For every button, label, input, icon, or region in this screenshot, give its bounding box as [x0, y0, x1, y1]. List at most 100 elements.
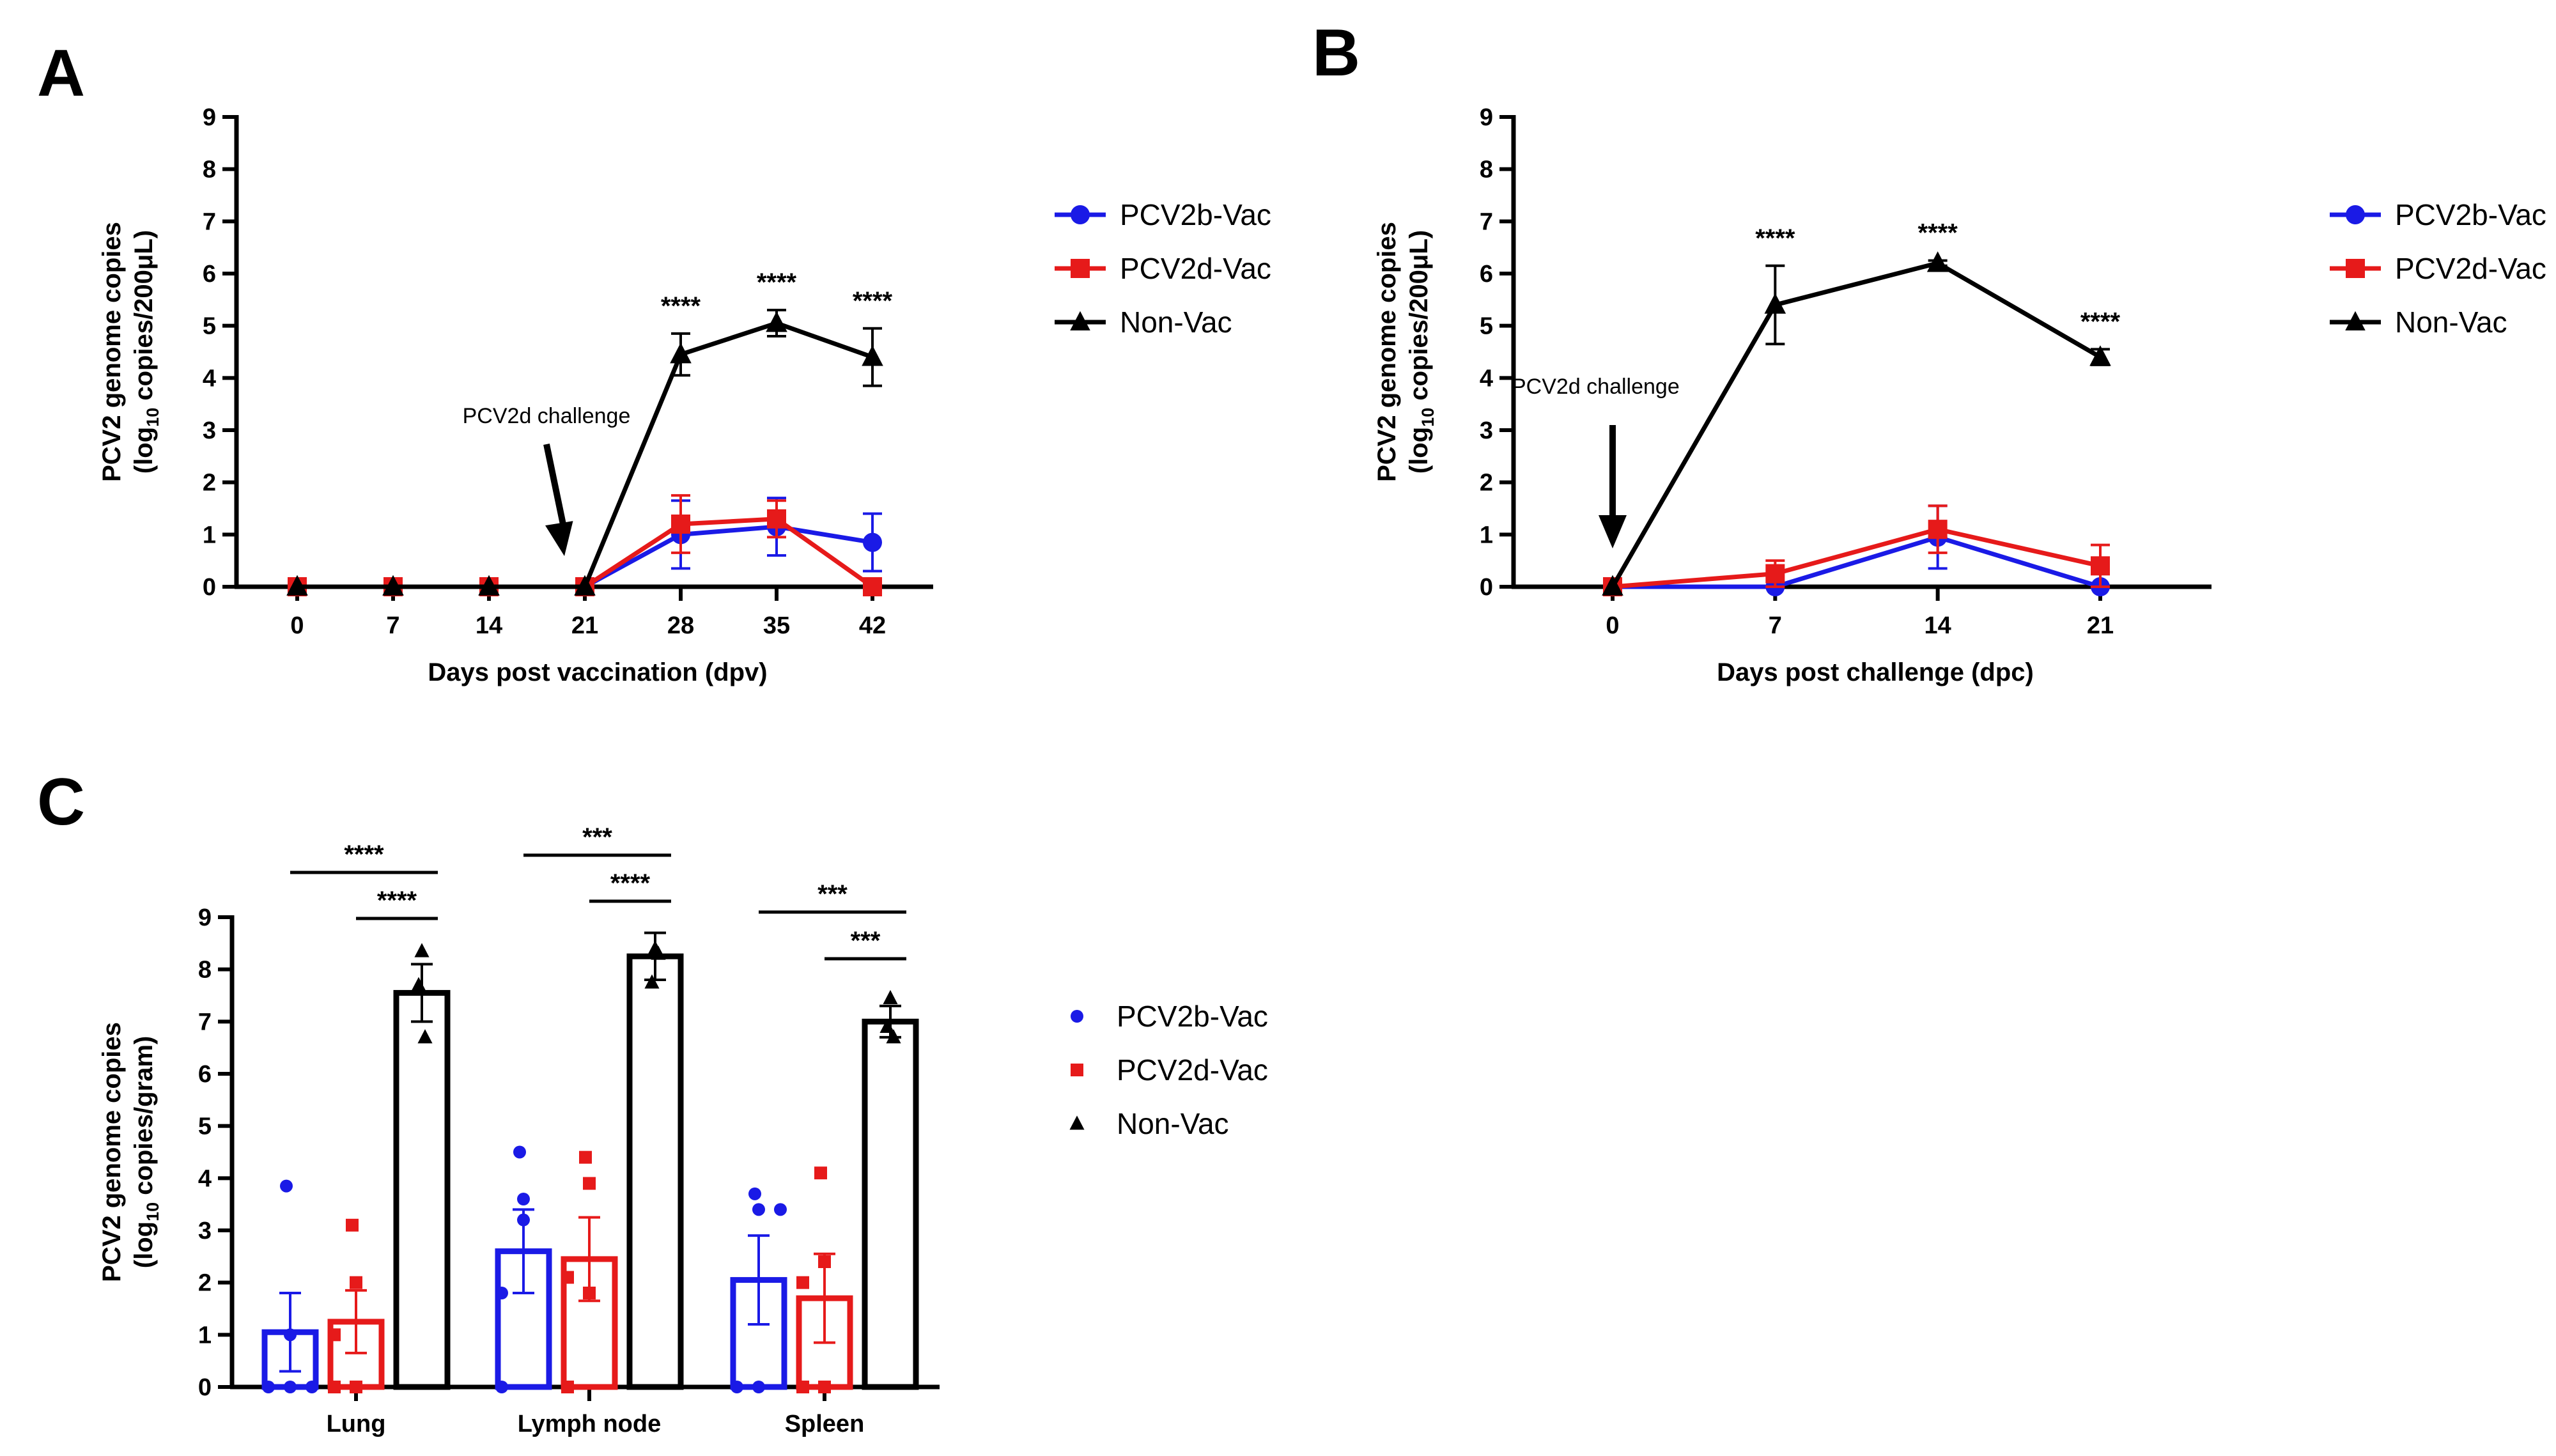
significance-label: ***: [817, 880, 848, 908]
individual-point: [814, 1166, 827, 1180]
arrow-shaft: [543, 443, 568, 532]
individual-point: [748, 1187, 761, 1200]
individual-point: [818, 1381, 831, 1393]
data-point-square: [767, 509, 786, 529]
y-tick-label: 7: [198, 1009, 212, 1035]
y-axis-subtitle-sub: 10: [143, 408, 162, 427]
x-tick-label: 0: [290, 612, 304, 639]
y-tick-label: 0: [198, 1374, 212, 1401]
series-pcv2d-vac: [1603, 504, 2110, 596]
y-tick-label: 3: [198, 1218, 212, 1244]
data-point-square: [863, 577, 882, 596]
legend-item-pcv2d-vac: PCV2d-Vac: [1071, 1053, 1268, 1087]
y-tick-label: 0: [1480, 574, 1493, 601]
legend-item-pcv2b-vac: PCV2b-Vac: [2330, 198, 2546, 231]
individual-point: [517, 1213, 530, 1227]
panel-label: B: [1312, 16, 1360, 90]
significance-label: ****: [1918, 219, 1958, 247]
x-tick-label: 21: [571, 612, 598, 639]
y-tick-label: 0: [203, 574, 216, 601]
y-axis-subtitle-pre: (log: [130, 1221, 158, 1268]
individual-point: [583, 1287, 596, 1299]
y-axis-title: PCV2 genome copies: [1373, 222, 1401, 482]
individual-point: [579, 1150, 592, 1164]
significance-bracket: ***: [825, 927, 906, 961]
legend-item-non-vac: Non-Vac: [1055, 306, 1232, 339]
bar: [393, 989, 451, 1390]
legend-marker-triangle: [1070, 311, 1090, 330]
x-tick-label: 42: [859, 612, 886, 639]
panel-c: 0 1 2 3 4 5 6 7 8 9 PCV2 genome copies (log10 copie…: [37, 765, 1268, 1437]
data-point-square: [1765, 564, 1785, 584]
individual-point: [886, 1029, 901, 1044]
arrow-head: [545, 521, 573, 556]
y-tick-label: 9: [203, 104, 216, 131]
y-axis-subtitle-post: copies/gram): [130, 1036, 158, 1202]
panel-b: 0 1 2 3 4 5 6 7 8 9 PCV2 genome copies (log10 copie…: [1312, 16, 2546, 686]
data-point-square: [1928, 520, 1948, 539]
significance-label: ****: [344, 840, 384, 869]
legend-item-pcv2b-vac: PCV2b-Vac: [1055, 198, 1271, 231]
y-tick-label: 9: [1480, 104, 1493, 131]
series-line: [1610, 261, 2102, 588]
data-point-triangle: [1764, 293, 1786, 314]
individual-point: [583, 1177, 596, 1190]
y-tick-label: 6: [203, 261, 216, 288]
significance-label: ****: [661, 292, 701, 320]
individual-point: [328, 1381, 341, 1393]
y-axis-subtitle: (log10 copies/200μL): [1405, 230, 1437, 474]
data-point-triangle: [478, 575, 500, 596]
y-tick-label: 7: [1480, 208, 1493, 235]
y-tick-label: 5: [203, 313, 216, 340]
individual-point: [731, 1381, 743, 1393]
annotation-text: PCV2d challenge: [463, 404, 631, 428]
panel-label: C: [37, 765, 85, 839]
individual-point: [818, 1255, 831, 1268]
legend-label: Non-Vac: [1117, 1107, 1229, 1140]
data-point-square: [2091, 556, 2110, 576]
significance-bracket: ***: [759, 880, 906, 914]
panel-a: 0 1 2 3 4 5 6 7 8 9 PCV2 genome copies (log10 copie…: [37, 36, 1271, 686]
y-tick-label: 1: [198, 1322, 212, 1349]
legend-label: PCV2d-Vac: [1117, 1053, 1268, 1087]
individual-point: [328, 1328, 341, 1342]
y-tick-label: 8: [198, 957, 212, 984]
legend-marker-triangle: [2345, 311, 2366, 330]
x-axis-title: Days post challenge (dpc): [1717, 658, 2034, 686]
y-axis-title: PCV2 genome copies: [98, 1022, 126, 1282]
individual-point: [752, 1381, 765, 1393]
series-non-vac: [393, 931, 919, 1390]
series-pcv2b-vac: [261, 1145, 787, 1393]
significance-label: ****: [2080, 307, 2121, 336]
series-line: [297, 321, 874, 589]
data-point-triangle: [670, 343, 692, 364]
y-axis-subtitle-pre: (log: [130, 427, 158, 474]
challenge-arrow: [1599, 425, 1627, 548]
data-point-triangle: [286, 575, 308, 596]
significance-label: ***: [851, 927, 881, 955]
x-tick-label: 0: [1606, 612, 1619, 639]
x-tick-label: 35: [763, 612, 790, 639]
x-tick-label: 7: [386, 612, 399, 639]
series-non-vac: [286, 309, 883, 596]
y-tick-label: 4: [1480, 365, 1493, 392]
legend-label: Non-Vac: [2395, 306, 2507, 339]
individual-point: [517, 1193, 530, 1205]
data-point-square: [671, 515, 690, 534]
y-tick-label: 1: [203, 522, 216, 548]
y-tick-label: 8: [203, 157, 216, 183]
data-point-triangle: [766, 311, 787, 332]
individual-point: [561, 1381, 574, 1393]
significance-bracket: ****: [290, 840, 438, 874]
y-axis-title: PCV2 genome copies: [98, 222, 126, 482]
individual-point: [350, 1276, 362, 1289]
significance-bracket: ****: [356, 887, 438, 920]
y-axis-subtitle: (log10 copies/gram): [130, 1036, 162, 1268]
individual-point: [561, 1271, 574, 1284]
y-tick-label: 4: [198, 1165, 212, 1192]
data-point-triangle: [574, 575, 596, 596]
significance-label: ****: [1755, 224, 1795, 252]
data-point-triangle: [2089, 345, 2111, 366]
panel-label: A: [37, 36, 85, 111]
